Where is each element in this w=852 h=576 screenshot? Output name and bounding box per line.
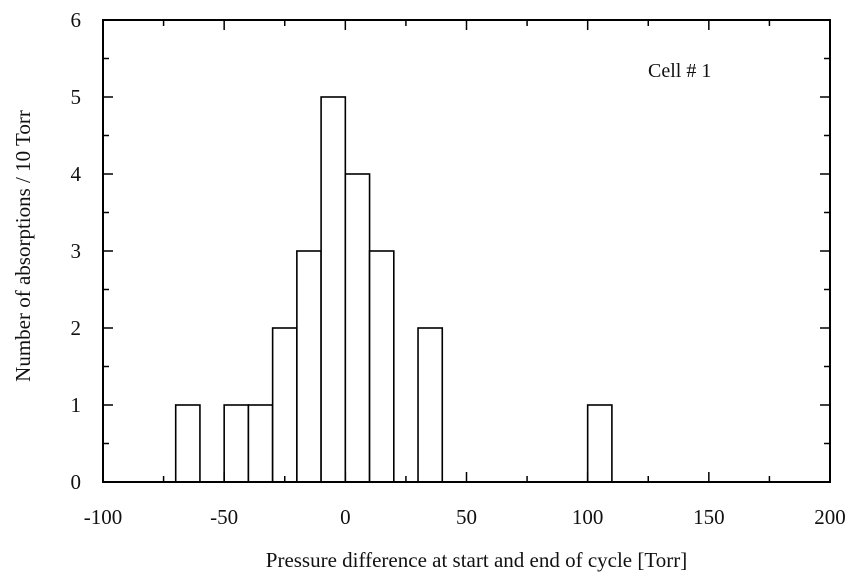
ticks-group — [102, 19, 831, 483]
x-axis-label: Pressure difference at start and end of … — [266, 548, 687, 572]
x-tick-label: 100 — [572, 505, 604, 529]
plot-frame — [102, 19, 831, 483]
y-axis-label: Number of absorptions / 10 Torr — [11, 110, 35, 382]
y-tick-label: 4 — [71, 162, 82, 186]
histogram-bar-8 — [417, 327, 444, 483]
histogram-bar-1 — [223, 404, 250, 483]
x-tick-label: -50 — [210, 505, 238, 529]
y-tick-label: 3 — [71, 239, 82, 263]
x-tick-label: 0 — [340, 505, 351, 529]
histogram-bar-7 — [368, 250, 395, 483]
y-tick-label: 1 — [71, 393, 82, 417]
x-tick-label: 200 — [814, 505, 846, 529]
histogram-bar-6 — [344, 173, 371, 483]
x-tick-label: -100 — [84, 505, 123, 529]
y-tick-label: 6 — [71, 8, 82, 32]
bars-group — [174, 96, 613, 483]
y-tick-label: 2 — [71, 316, 82, 340]
histogram-bar-9 — [586, 404, 613, 483]
histogram-bar-5 — [320, 96, 347, 483]
tick-labels-group: -100 -50 0 50 100 150 200 0 1 2 3 4 5 6 — [71, 8, 846, 529]
y-tick-label: 0 — [71, 470, 82, 494]
histogram-bar-4 — [296, 250, 322, 483]
cell-annotation: Cell # 1 — [648, 60, 711, 82]
histogram-bar-0 — [174, 404, 201, 483]
histogram-bar-2 — [247, 404, 274, 483]
histogram-bar-3 — [271, 327, 298, 483]
x-tick-label: 150 — [693, 505, 725, 529]
x-tick-label: 50 — [456, 505, 477, 529]
y-tick-label: 5 — [71, 85, 82, 109]
